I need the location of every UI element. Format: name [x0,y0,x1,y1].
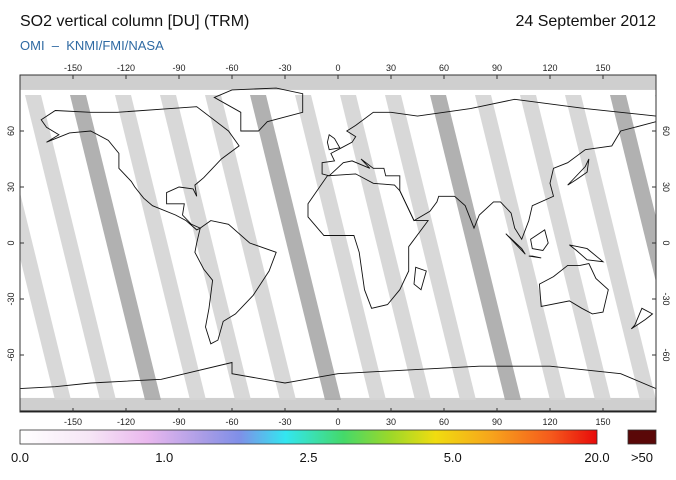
orbit-gap [385,95,476,400]
coastline [213,87,304,132]
lon-tick-label: 0 [335,63,340,73]
orbit-gap [160,95,251,400]
map-area [20,75,656,412]
orbit-gap [250,95,341,400]
colorbar-label: 20.0 [584,450,609,465]
lat-tick-label: 0 [661,240,671,245]
colorbar-label: 2.5 [299,450,317,465]
coastline [630,307,654,330]
lon-tick-label: -120 [117,63,135,73]
lon-tick-label: 90 [492,63,502,73]
orbit-gap [520,95,611,400]
coastline [20,361,656,412]
orbit-gap [340,95,431,400]
orbit-gap [430,95,521,400]
lon-tick-label: -90 [172,417,185,427]
orbit-gap [295,95,386,400]
lon-tick-label: -90 [172,63,185,73]
lat-tick-label: 30 [661,182,671,192]
lon-tick-label: 60 [439,63,449,73]
coastline [567,158,590,186]
lon-tick-label: 120 [542,417,557,427]
colorbar [19,429,598,445]
lon-tick-label: -30 [278,63,291,73]
lon-tick-label: 30 [386,63,396,73]
orbit-gap [20,192,71,400]
lat-tick-label: -30 [661,292,671,305]
lat-tick-label: 60 [6,126,16,136]
coastline [194,220,277,345]
coastline [326,133,341,151]
orbit-gap [25,95,116,400]
coastline [413,266,427,291]
lon-tick-label: 120 [542,63,557,73]
lon-tick-label: 90 [492,417,502,427]
lon-tick-label: -30 [278,417,291,427]
colorbar-label: 0.0 [11,450,29,465]
orbit-gap [205,95,296,400]
lon-tick-label: 150 [595,417,610,427]
coastline [505,233,526,255]
coastline [321,98,656,241]
date: 24 September 2012 [515,13,656,30]
coastline [538,262,609,315]
colorbar-label: 1.0 [155,450,173,465]
coastline [528,255,542,259]
lat-tick-label: -30 [6,292,16,305]
lat-tick-label: 0 [6,240,16,245]
lat-tick-label: -60 [6,348,16,361]
orbit-gap [115,95,206,400]
lon-tick-label: -120 [117,417,135,427]
title: SO2 vertical column [DU] (TRM) [20,13,249,30]
coastline [40,106,240,231]
orbit-gap [70,95,161,400]
colorbar-overflow [627,429,657,445]
coastline [307,173,429,309]
lat-tick-label: -60 [661,348,671,361]
lon-tick-label: -150 [64,63,82,73]
coastline [569,244,605,263]
lon-tick-label: -150 [64,417,82,427]
source: OMI – KNMI/FMI/NASA [20,38,164,53]
lat-tick-label: 30 [6,182,16,192]
lat-tick-label: 60 [661,126,671,136]
lon-tick-label: 60 [439,417,449,427]
lon-tick-label: -60 [225,63,238,73]
lon-tick-label: 30 [386,417,396,427]
lon-tick-label: 150 [595,63,610,73]
lon-tick-label: 0 [335,417,340,427]
colorbar-label: 5.0 [444,450,462,465]
orbit-gap [565,95,656,400]
coastline [530,229,549,251]
lon-tick-label: -60 [225,417,238,427]
orbit-gap [610,95,656,283]
colorbar-overflow-label: >50 [631,450,653,465]
